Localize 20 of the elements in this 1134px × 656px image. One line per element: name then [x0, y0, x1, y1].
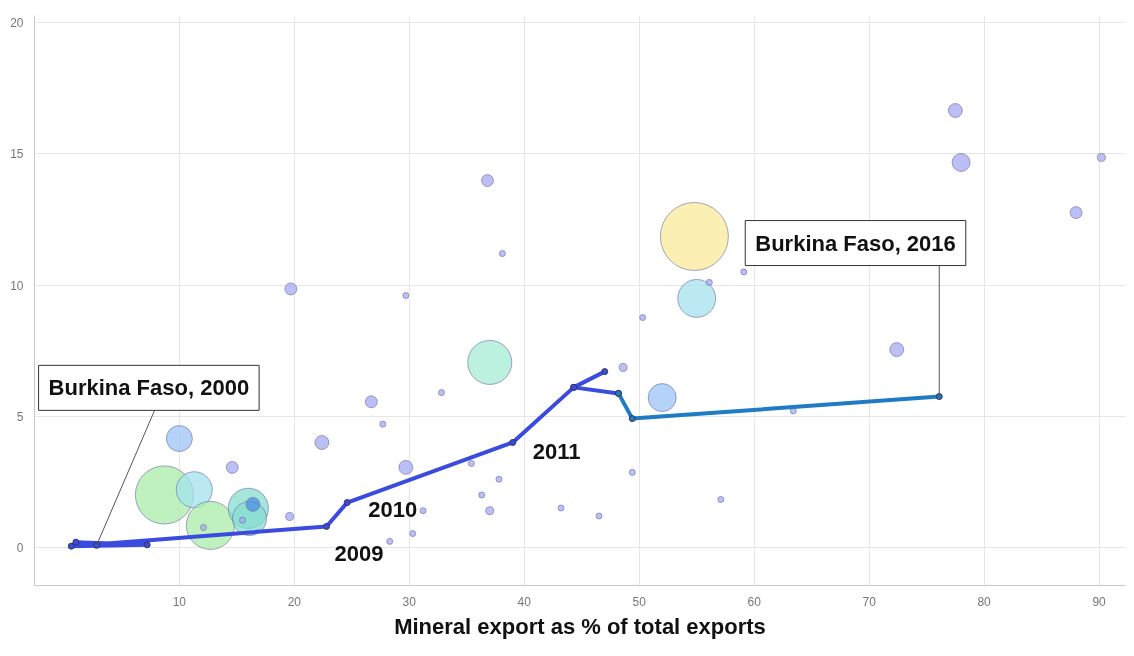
annotation: 2010 [368, 497, 418, 523]
x-tick-label: 10 [172, 594, 187, 609]
x-tick-label: 90 [1092, 594, 1107, 609]
x-tick-label: 70 [862, 594, 877, 609]
x-tick-label: 50 [632, 594, 647, 609]
x-tick-label: 20 [287, 594, 302, 609]
x-axis-title: Mineral export as % of total exports [394, 613, 766, 639]
x-tick-label: 80 [977, 594, 992, 609]
y-tick-label: 15 [10, 147, 24, 162]
annotation: 2009 [334, 540, 384, 566]
annotation: Burkina Faso, 2000 [48, 375, 250, 401]
y-tick-label: 5 [16, 409, 24, 424]
y-tick-label: 0 [16, 540, 24, 555]
y-tick-label: 20 [10, 16, 24, 31]
annotation: 2011 [532, 438, 581, 464]
y-tick-label: 10 [10, 278, 24, 293]
x-tick-label: 40 [517, 594, 532, 609]
x-tick-label: 30 [402, 594, 417, 609]
annotation: Burkina Faso, 2016 [755, 230, 956, 256]
x-tick-label: 60 [747, 594, 762, 609]
